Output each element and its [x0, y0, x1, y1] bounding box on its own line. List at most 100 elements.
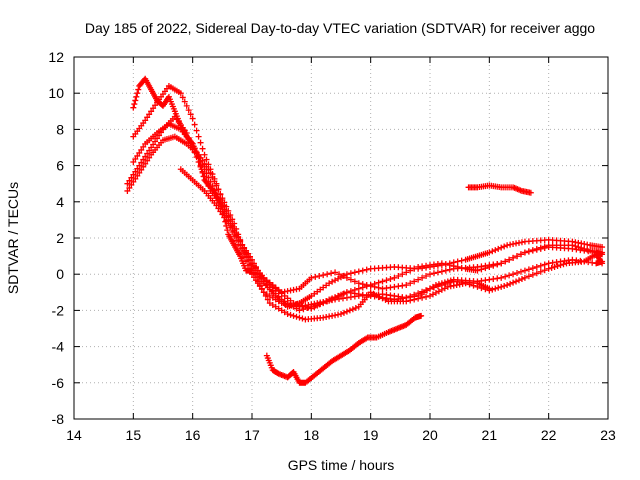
- data-points: [124, 75, 606, 386]
- data-point: [249, 256, 255, 263]
- x-tick-label: 15: [126, 427, 142, 443]
- data-point: [489, 286, 496, 293]
- x-tick-label: 23: [600, 427, 616, 443]
- data-point: [201, 166, 208, 173]
- data-point: [454, 263, 461, 270]
- data-point: [575, 244, 582, 251]
- data-point: [237, 245, 244, 252]
- data-point: [478, 266, 485, 273]
- data-point: [201, 151, 208, 158]
- data-point: [128, 174, 135, 181]
- data-point: [486, 263, 493, 270]
- data-point: [203, 170, 210, 177]
- data-point: [340, 309, 347, 316]
- x-axis-label: GPS time / hours: [288, 457, 395, 473]
- data-point: [132, 155, 139, 162]
- data-point: [446, 279, 453, 286]
- data-point: [308, 274, 315, 281]
- data-point: [243, 258, 250, 265]
- data-point: [152, 102, 159, 109]
- data-point: [343, 289, 350, 296]
- data-point: [239, 250, 246, 257]
- data-point: [446, 262, 453, 269]
- data-point: [541, 267, 548, 274]
- data-point: [363, 283, 370, 290]
- data-point: [320, 272, 327, 279]
- data-point: [347, 276, 354, 283]
- series-track-h: [465, 182, 534, 196]
- data-point: [347, 270, 354, 277]
- data-point: [518, 276, 525, 283]
- data-point: [146, 154, 153, 161]
- data-point: [537, 268, 544, 275]
- data-point: [529, 247, 536, 254]
- data-point: [527, 189, 534, 196]
- data-point: [287, 311, 294, 318]
- x-tick-label: 21: [482, 427, 498, 443]
- data-point: [351, 278, 358, 285]
- data-point: [557, 262, 564, 269]
- data-point: [517, 268, 524, 275]
- data-point: [146, 111, 153, 118]
- data-point: [233, 237, 240, 244]
- data-point: [316, 273, 323, 280]
- data-point: [250, 274, 257, 281]
- data-point: [510, 271, 517, 278]
- data-point: [434, 269, 441, 276]
- data-point: [187, 111, 194, 118]
- data-point: [442, 280, 449, 287]
- data-point: [359, 284, 366, 291]
- data-point: [152, 138, 159, 145]
- data-point: [195, 133, 202, 140]
- data-point: [201, 173, 208, 180]
- data-point: [418, 312, 425, 319]
- y-tick-labels: -8 -6 -4 -2 0 2 4 6 8 10 12: [48, 49, 64, 427]
- data-point: [533, 270, 540, 277]
- data-point: [241, 254, 248, 261]
- data-point: [328, 270, 335, 277]
- data-point: [130, 104, 137, 111]
- data-point: [247, 266, 254, 273]
- y-tick-label: 12: [48, 49, 64, 65]
- data-point: [193, 127, 200, 134]
- data-point: [458, 257, 465, 264]
- data-point: [144, 114, 151, 121]
- data-point: [189, 115, 196, 122]
- data-point: [525, 273, 532, 280]
- data-point: [138, 159, 145, 166]
- data-point: [241, 244, 248, 251]
- data-point: [193, 149, 200, 156]
- data-point: [371, 280, 378, 287]
- data-point: [498, 244, 505, 251]
- data-point: [551, 263, 558, 270]
- data-point: [134, 152, 141, 159]
- data-point: [144, 157, 151, 164]
- data-point: [136, 169, 143, 176]
- data-point: [474, 267, 481, 274]
- data-point: [438, 268, 445, 275]
- data-point: [541, 261, 548, 268]
- data-point: [128, 181, 135, 188]
- data-point: [379, 278, 386, 285]
- data-point: [504, 282, 511, 289]
- data-point: [423, 287, 430, 294]
- data-point: [498, 283, 505, 290]
- data-point: [229, 228, 236, 235]
- data-point: [482, 265, 489, 272]
- y-tick-label: 0: [56, 266, 64, 282]
- data-point: [284, 311, 291, 318]
- data-point: [185, 107, 192, 114]
- data-point: [533, 245, 540, 252]
- data-point: [525, 248, 532, 255]
- data-point: [355, 268, 362, 275]
- data-point: [510, 254, 517, 261]
- data-point: [177, 90, 184, 97]
- data-point: [217, 208, 224, 215]
- data-point: [126, 177, 133, 184]
- data-point: [407, 267, 414, 274]
- data-point: [454, 258, 461, 265]
- data-point: [343, 308, 350, 315]
- data-point: [133, 93, 140, 100]
- data-point: [427, 285, 433, 292]
- data-point: [502, 258, 509, 265]
